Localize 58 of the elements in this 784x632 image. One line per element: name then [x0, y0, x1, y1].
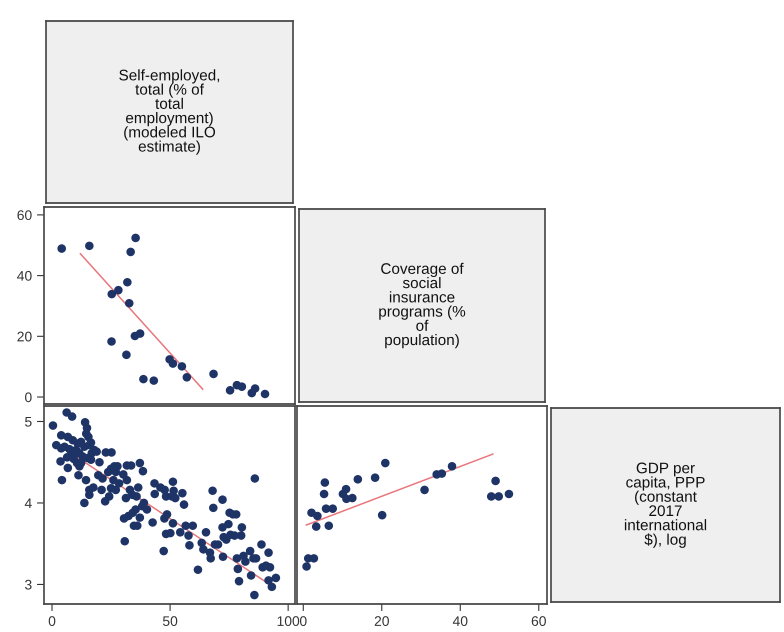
point	[348, 494, 357, 502]
y-tick-label: 3	[25, 580, 32, 590]
point	[57, 244, 66, 253]
x-tick-label: 40	[452, 616, 468, 626]
point	[238, 382, 246, 391]
point	[370, 473, 380, 482]
x-tick-label: 0	[48, 616, 56, 626]
point	[178, 362, 186, 371]
x-tick-label: 50	[162, 616, 178, 626]
point	[209, 370, 218, 378]
point	[168, 359, 178, 368]
point	[381, 458, 390, 468]
point	[504, 490, 514, 498]
point	[354, 475, 362, 484]
point	[324, 521, 334, 530]
y-tick-label: 0	[25, 392, 32, 402]
y-tick-label: 5	[25, 416, 32, 427]
y-tick-label: 20	[17, 332, 32, 342]
x-tick-label: 20	[374, 616, 389, 626]
y-tick-label: 40	[17, 270, 32, 281]
point	[114, 286, 123, 294]
point	[320, 490, 328, 498]
point	[122, 350, 131, 360]
y-tick-label: 60	[17, 210, 32, 220]
x-tick-label: 60	[532, 616, 546, 626]
point	[494, 492, 504, 501]
point	[107, 290, 116, 298]
point	[136, 329, 144, 338]
point	[139, 374, 148, 384]
point	[420, 486, 429, 494]
point	[328, 504, 337, 513]
point	[378, 510, 386, 520]
point	[150, 376, 158, 385]
point	[123, 278, 132, 287]
point	[302, 562, 311, 571]
point	[312, 522, 321, 531]
x-tick-label: 0	[300, 616, 307, 626]
text: Self-employed, total (% of total employment) (modeled ILO estimate)	[119, 69, 220, 155]
point	[131, 234, 140, 242]
point	[126, 248, 135, 256]
text: Coverage of social insurance programs (% of population)	[379, 262, 466, 348]
point	[313, 512, 322, 520]
x-tick-label: 100	[278, 616, 300, 626]
point	[226, 386, 234, 395]
point	[448, 462, 456, 471]
text: GDP per capita, PPP (constant 2017 international $), log	[624, 462, 706, 548]
point	[182, 373, 192, 382]
y-tick-label: 4	[24, 498, 32, 508]
point	[260, 390, 270, 398]
point	[107, 337, 116, 346]
point	[491, 476, 500, 486]
point	[124, 298, 134, 308]
point	[342, 484, 350, 494]
point	[250, 384, 260, 393]
point	[438, 469, 446, 478]
point	[85, 242, 94, 250]
point	[320, 478, 330, 487]
point	[486, 492, 496, 501]
